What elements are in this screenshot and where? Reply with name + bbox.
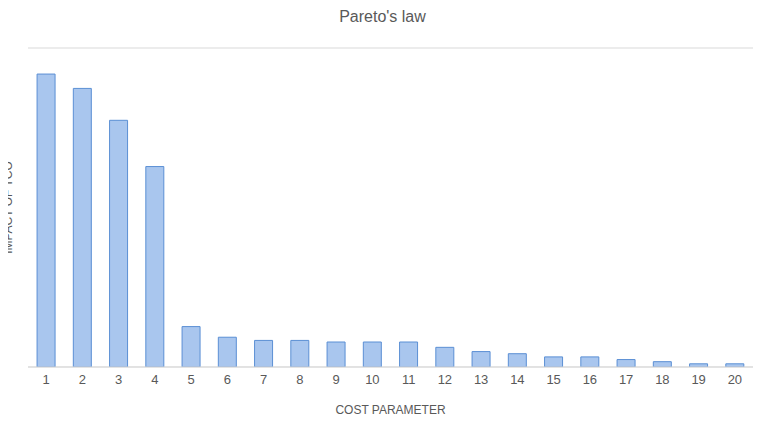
- svg-text:10: 10: [365, 372, 379, 387]
- svg-text:15: 15: [546, 372, 560, 387]
- svg-text:14: 14: [510, 372, 524, 387]
- svg-text:16: 16: [583, 372, 597, 387]
- svg-text:1: 1: [43, 372, 50, 387]
- svg-text:12: 12: [438, 372, 452, 387]
- svg-text:7: 7: [260, 372, 267, 387]
- svg-text:19: 19: [691, 372, 705, 387]
- svg-text:13: 13: [474, 372, 488, 387]
- svg-text:COST PARAMETER: COST PARAMETER: [335, 403, 446, 417]
- svg-text:9: 9: [333, 372, 340, 387]
- svg-text:5: 5: [188, 372, 195, 387]
- svg-text:20: 20: [728, 372, 742, 387]
- svg-text:18: 18: [655, 372, 669, 387]
- svg-text:3: 3: [115, 372, 122, 387]
- svg-text:2: 2: [79, 372, 86, 387]
- svg-text:IMPACT OF TCO: IMPACT OF TCO: [8, 161, 15, 254]
- svg-text:6: 6: [224, 372, 231, 387]
- svg-text:11: 11: [402, 372, 416, 387]
- svg-text:4: 4: [151, 372, 158, 387]
- svg-text:8: 8: [296, 372, 303, 387]
- html-text:Pareto's law: Pareto's law: [339, 8, 426, 25]
- svg-text:17: 17: [619, 372, 633, 387]
